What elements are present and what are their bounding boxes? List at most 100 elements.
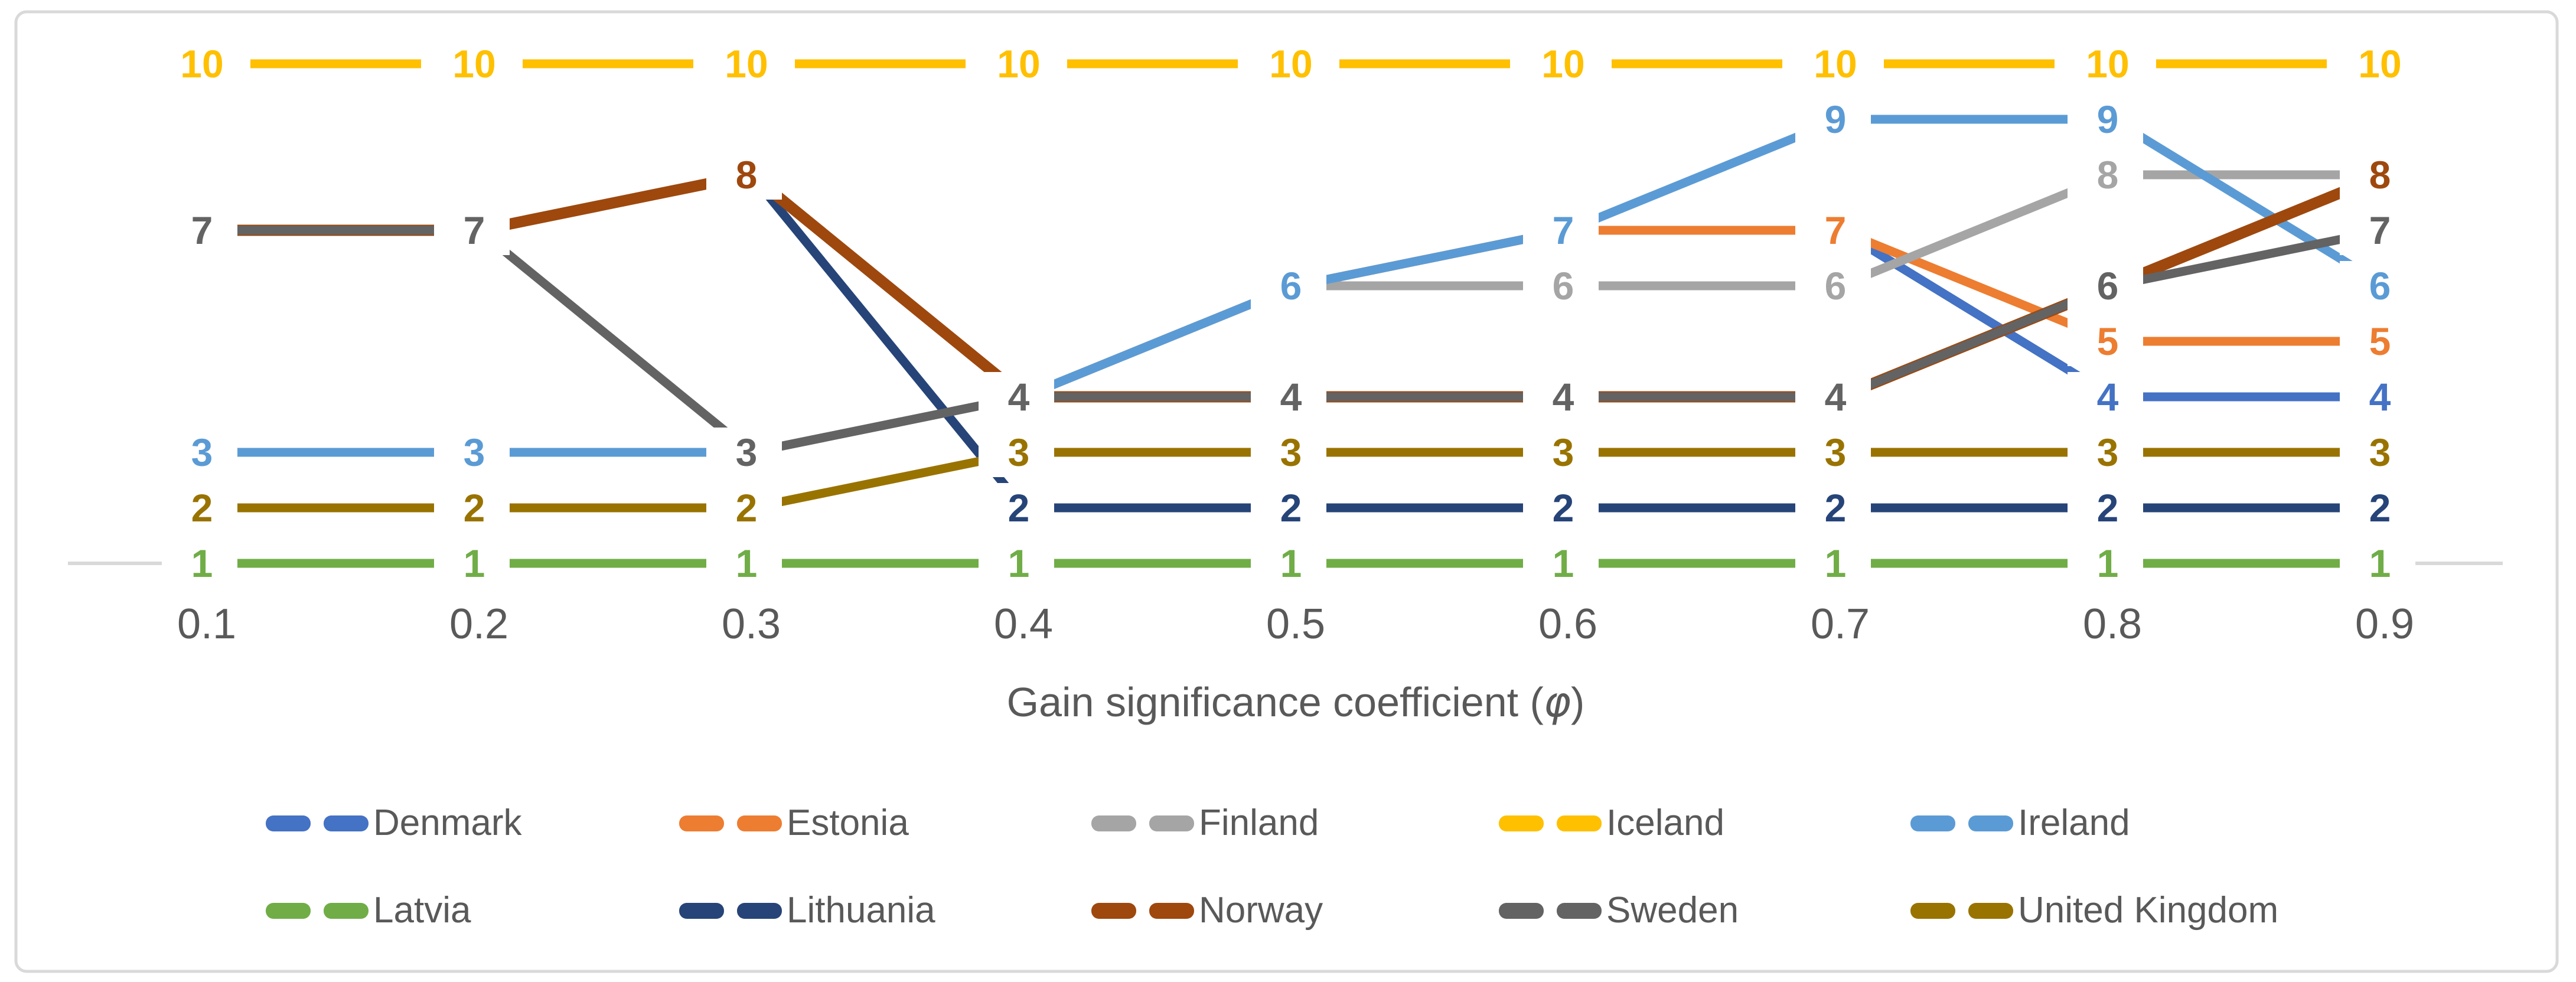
legend-label: Norway — [1199, 890, 1323, 931]
x-tick-label: 0.6 — [1538, 601, 1597, 648]
data-label: 2 — [2097, 486, 2119, 530]
x-tick-label: 0.4 — [994, 601, 1053, 648]
data-label-bg — [1795, 428, 1871, 477]
data-label: 8 — [2097, 153, 2119, 197]
data-label: 3 — [1008, 430, 1030, 474]
data-label: 3 — [2097, 430, 2119, 474]
data-label: 4 — [1553, 375, 1574, 419]
legend-item-estonia: Estonia — [679, 805, 909, 841]
legend-item-denmark: Denmark — [266, 805, 522, 841]
data-label: 1 — [1553, 541, 1574, 585]
data-label: 6 — [2097, 264, 2119, 308]
data-label: 10 — [2358, 42, 2401, 86]
data-label: 4 — [1008, 375, 1030, 419]
legend-item-latvia: Latvia — [266, 892, 471, 929]
series-labels-latvia: 1 1 1 1 1 1 1 1 1 — [162, 539, 2415, 588]
legend-label: Iceland — [1606, 802, 1724, 843]
data-label-bg — [1523, 539, 1599, 588]
data-label: 1 — [2097, 541, 2119, 585]
data-label-bg — [979, 372, 1054, 422]
data-label-bg — [979, 428, 1054, 477]
data-label: 2 — [1825, 486, 1847, 530]
data-label-bg — [434, 483, 510, 533]
data-label: 1 — [464, 541, 485, 585]
legend-item-iceland: Iceland — [1499, 805, 1724, 841]
data-label-bg — [2340, 428, 2415, 477]
data-label-bg — [706, 150, 782, 200]
data-label-bg — [2340, 205, 2415, 255]
legend-label: Estonia — [787, 802, 909, 843]
legend-dash-icon — [1557, 902, 1602, 919]
legend-label: Latvia — [373, 890, 471, 931]
data-label: 7 — [464, 208, 485, 252]
data-label-bg — [706, 483, 782, 533]
legend-dash-icon — [1149, 815, 1194, 831]
data-label: 7 — [1553, 208, 1574, 252]
data-label-bg — [2340, 372, 2415, 422]
data-label: 6 — [1553, 264, 1574, 308]
data-label: 3 — [464, 430, 485, 474]
data-label-bg — [434, 205, 510, 255]
legend-label: Finland — [1199, 802, 1319, 843]
data-label-bg — [1238, 39, 1339, 89]
data-label-bg — [706, 428, 782, 477]
legend-item-united-kingdom: United Kingdom — [1910, 892, 2278, 929]
legend-item-ireland: Ireland — [1910, 805, 2130, 841]
data-label: 6 — [1280, 264, 1302, 308]
legend-label: Lithuania — [787, 890, 935, 931]
data-label-bg — [1251, 261, 1326, 311]
legend-dash-icon — [1091, 902, 1136, 919]
legend-dash-icon — [324, 902, 369, 919]
data-label: 2 — [1008, 486, 1030, 530]
data-label: 1 — [1825, 541, 1847, 585]
data-label-bg — [2068, 539, 2143, 588]
data-label-bg — [1795, 539, 1871, 588]
data-label-bg — [1795, 205, 1871, 255]
data-label: 10 — [997, 42, 1040, 86]
data-label-bg — [1251, 483, 1326, 533]
data-label-bg — [434, 539, 510, 588]
data-label: 2 — [736, 486, 758, 530]
data-label-bg — [979, 483, 1054, 533]
data-label: 6 — [2369, 264, 2391, 308]
data-label: 10 — [2086, 42, 2129, 86]
data-label: 1 — [736, 541, 758, 585]
legend-item-lithuania: Lithuania — [679, 892, 935, 929]
data-label-bg — [1795, 372, 1871, 422]
data-label-bg — [162, 539, 237, 588]
data-label: 2 — [1280, 486, 1302, 530]
legend-dash-icon — [737, 815, 782, 831]
x-axis-title: Gain significance coefficient (φ) — [1006, 678, 1585, 726]
data-label: 10 — [1269, 42, 1312, 86]
legend-item-norway: Norway — [1091, 892, 1323, 929]
data-label: 3 — [1825, 430, 1847, 474]
legend-item-finland: Finland — [1091, 805, 1319, 841]
data-label: 9 — [2097, 97, 2119, 141]
chart-border — [14, 10, 2559, 973]
data-label: 10 — [1814, 42, 1857, 86]
data-label: 8 — [2369, 153, 2391, 197]
data-label: 1 — [1280, 541, 1302, 585]
legend-dash-icon — [1968, 815, 2013, 831]
data-label: 5 — [2097, 319, 2119, 363]
data-label: 3 — [2369, 430, 2391, 474]
x-tick-label: 0.8 — [2083, 601, 2142, 648]
data-label: 1 — [1008, 541, 1030, 585]
data-label-bg — [1795, 261, 1871, 311]
legend-dash-icon — [324, 815, 369, 831]
data-label: 3 — [191, 430, 213, 474]
data-label: 10 — [725, 42, 768, 86]
data-label-bg — [1523, 428, 1599, 477]
x-tick-label: 0.1 — [177, 601, 236, 648]
legend-label: United Kingdom — [2018, 890, 2279, 931]
legend-dash-icon — [1149, 902, 1194, 919]
legend-dash-icon — [1499, 815, 1544, 831]
data-label: 10 — [452, 42, 495, 86]
data-label: 4 — [2097, 375, 2119, 419]
data-label-bg — [1251, 428, 1326, 477]
data-label: 3 — [1553, 430, 1574, 474]
data-label-bg — [1510, 39, 1612, 89]
data-label: 2 — [464, 486, 485, 530]
data-label-bg — [1251, 539, 1326, 588]
